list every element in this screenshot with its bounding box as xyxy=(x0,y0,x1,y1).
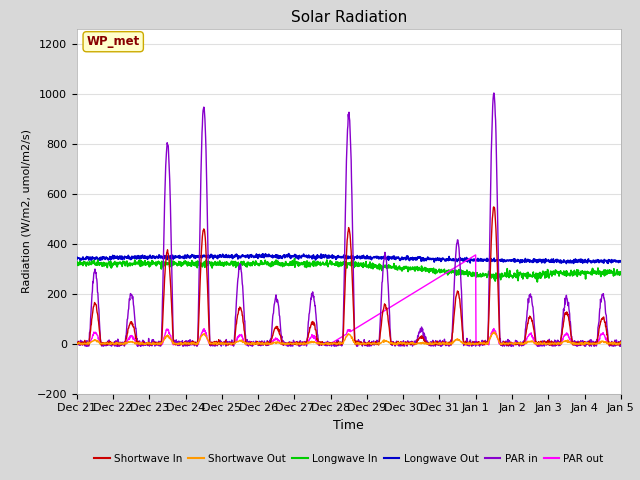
Y-axis label: Radiation (W/m2, umol/m2/s): Radiation (W/m2, umol/m2/s) xyxy=(21,129,31,293)
X-axis label: Time: Time xyxy=(333,419,364,432)
Text: WP_met: WP_met xyxy=(86,35,140,48)
Legend: Shortwave In, Shortwave Out, Longwave In, Longwave Out, PAR in, PAR out: Shortwave In, Shortwave Out, Longwave In… xyxy=(90,450,608,468)
Title: Solar Radiation: Solar Radiation xyxy=(291,10,407,25)
